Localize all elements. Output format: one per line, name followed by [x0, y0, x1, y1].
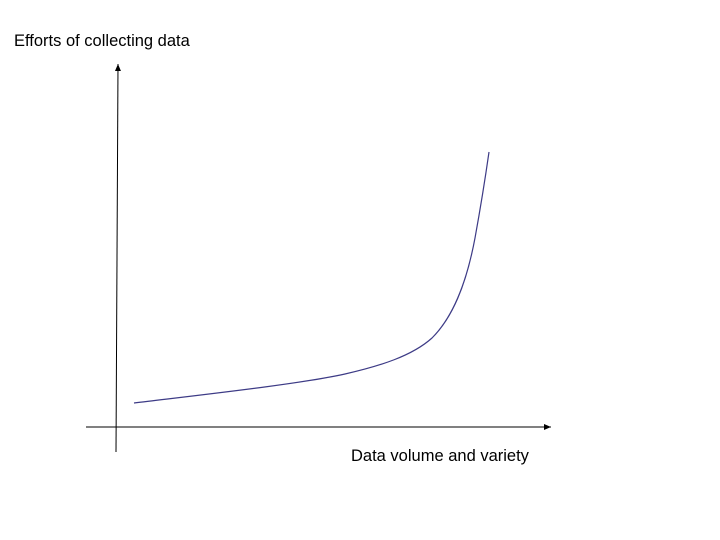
x-axis-label: Data volume and variety — [351, 447, 529, 465]
effort-growth-curve — [133, 151, 490, 404]
y-axis — [114, 63, 121, 453]
y-axis-label: Efforts of collecting data — [14, 32, 190, 50]
